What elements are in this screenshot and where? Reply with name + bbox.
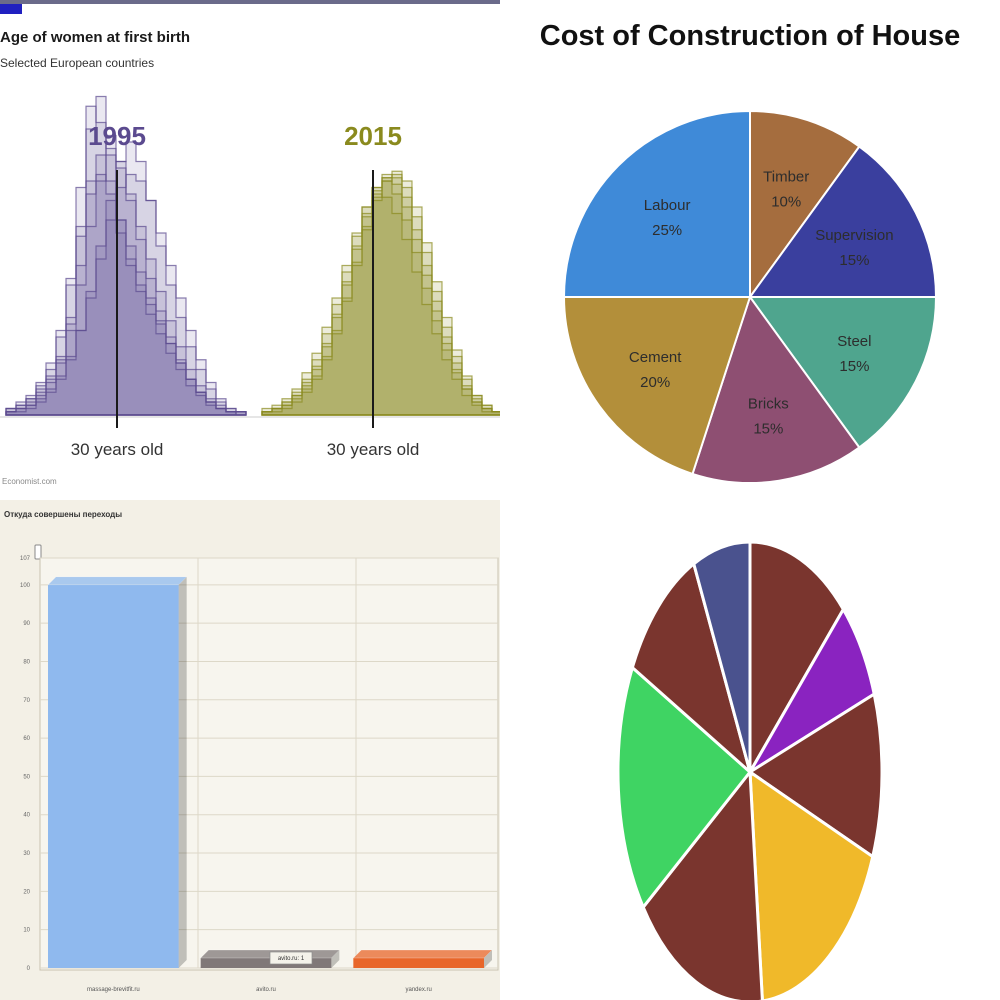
category-label: massage-brevitfit.ru: [87, 987, 140, 993]
y-tick-label: 50: [23, 774, 30, 780]
pie-slice-steel: [748, 296, 938, 449]
slice-label-cement: Cement: [629, 349, 682, 366]
y-tick-label: 90: [23, 621, 30, 627]
bar-side: [331, 950, 340, 968]
pie-slice-supervision: [748, 145, 938, 298]
pie-slice-1: [748, 540, 846, 778]
pie-labels: Timber 10% Supervision 15% Steel 15% Bricks 15%…: [629, 169, 894, 438]
pie-slice-2: [748, 606, 876, 774]
brand-tag: [0, 4, 22, 14]
category-label: yandex.ru: [405, 987, 431, 993]
bar-side: [178, 576, 187, 968]
referral-bar-chart: Откуда совершены переходы 0 10 20 30 40 50 60 7…: [4, 510, 499, 993]
slice-value-labour: 25%: [652, 222, 682, 239]
histogram-chart: Age of women at first birth Selected Eur…: [0, 0, 500, 486]
construction-pie-panel: Cost of Construction of House Timber 10% S…: [500, 0, 1000, 500]
bar-3[interactable]: [352, 949, 493, 968]
chart-title: Age of women at first birth: [0, 29, 190, 46]
chart-menu-handle[interactable]: [34, 544, 42, 560]
chart-subtitle: Selected European countries: [0, 56, 154, 70]
histogram-panel: Age of women at first birth Selected Eur…: [0, 0, 500, 500]
category-label: avito.ru: [256, 987, 276, 993]
marker-label-2015: 30 years old: [327, 440, 420, 459]
histogram-2015-country-6: [261, 170, 500, 416]
slice-value-steel: 15%: [839, 358, 869, 375]
pie-slice-4: [748, 769, 875, 1000]
y-tick-label: 60: [23, 736, 30, 742]
chart-title: Cost of Construction of House: [540, 20, 960, 52]
bar-top: [47, 576, 188, 586]
slice-label-labour: Labour: [644, 197, 691, 214]
histogram-2015-country-4: [261, 173, 500, 416]
pie-slice-8: [692, 540, 752, 773]
pie-slice-5: [641, 767, 764, 1000]
histogram-1995-country-7: [5, 141, 247, 416]
pie-slice-7: [630, 561, 753, 777]
pie-slice-bricks: [691, 294, 861, 484]
y-tick-label: 107: [20, 556, 31, 562]
colored-pie-panel: [500, 500, 1000, 1000]
series-2015-bars: [261, 170, 500, 416]
bar-front: [353, 958, 484, 968]
pie-slice-labour: [562, 109, 751, 298]
histogram-area: [5, 173, 246, 416]
y-tick-label: 20: [23, 889, 30, 895]
bar-1[interactable]: [47, 576, 188, 968]
slice-value-timber: 10%: [771, 194, 801, 211]
marker-label-1995: 30 years old: [71, 440, 164, 459]
pie-slice-cement: [562, 296, 752, 476]
histogram-area: [261, 170, 500, 416]
x-axis-categories: massage-brevitfit.ru avito.ru yandex.ru: [87, 987, 432, 993]
pie-slices: [562, 109, 938, 484]
histogram-area: [5, 141, 247, 416]
referral-bar-panel: Откуда совершены переходы 0 10 20 30 40 50 60 7…: [0, 500, 500, 1000]
slice-value-cement: 20%: [640, 374, 670, 391]
bar-top: [352, 949, 493, 959]
y-tick-label: 40: [23, 813, 30, 819]
slice-label-bricks: Bricks: [748, 396, 789, 413]
histogram-area: [261, 173, 500, 416]
y-tick-label: 30: [23, 851, 30, 857]
top-accent-bar: [0, 0, 500, 4]
y-tick-label: 70: [23, 698, 30, 704]
bar-side: [484, 950, 492, 968]
series-label-2015: 2015: [344, 121, 402, 151]
y-axis-ticks: 0 10 20 30 40 50 60 70 80 90 100 107: [20, 556, 31, 972]
slice-value-supervision: 15%: [839, 252, 869, 269]
slice-value-bricks: 15%: [753, 421, 783, 438]
construction-pie-chart: Cost of Construction of House Timber 10% S…: [540, 20, 960, 484]
histogram-1995-country-5: [5, 173, 246, 416]
pie-slices: [616, 540, 884, 1000]
chart-title: Откуда совершены переходы: [4, 510, 122, 519]
source-credit: Economist.com: [2, 477, 57, 486]
y-tick-label: 80: [23, 659, 30, 665]
tooltip-box: [269, 951, 313, 965]
y-tick-label: 100: [20, 583, 31, 589]
y-tick-label: 10: [23, 928, 30, 934]
pie-slice-3: [747, 691, 884, 860]
colored-pie-chart: [616, 540, 884, 1000]
slice-label-timber: Timber: [763, 169, 809, 186]
tooltip-text: avito.ru: 1: [278, 956, 305, 962]
slice-label-steel: Steel: [837, 333, 871, 350]
bar-front: [48, 584, 179, 968]
slice-label-supervision: Supervision: [815, 227, 893, 244]
series-1995-bars: [5, 95, 247, 416]
pie-slice-timber: [749, 109, 861, 301]
y-tick-label: 0: [27, 966, 31, 972]
series-label-1995: 1995: [88, 121, 146, 151]
pie-slice-6: [616, 664, 753, 911]
bar-front: [200, 958, 332, 968]
tooltip: avito.ru: 1: [269, 951, 313, 965]
